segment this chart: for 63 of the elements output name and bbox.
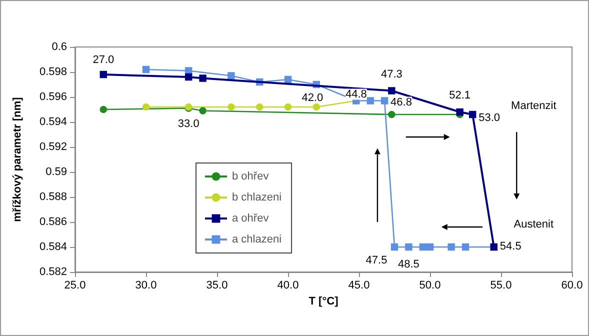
y-tick-label: 0.586 xyxy=(39,216,67,228)
y-tick-label: 0.6 xyxy=(52,41,67,53)
point xyxy=(284,76,292,84)
y-tick-label: 0.582 xyxy=(39,266,67,278)
point xyxy=(199,107,206,114)
annotation: 44.8 xyxy=(345,88,367,100)
y-tick-label: 0.592 xyxy=(39,141,67,153)
point xyxy=(426,243,434,251)
point xyxy=(228,72,235,80)
y-axis-title: mřížkový parametr [nm] xyxy=(12,96,24,222)
point xyxy=(100,106,107,114)
annotation: Austenit xyxy=(514,218,554,230)
y-tick-label: 0.594 xyxy=(39,116,67,128)
annotation: 47.5 xyxy=(366,254,388,266)
x-tick-label: 25.0 xyxy=(64,280,86,292)
point xyxy=(419,243,426,251)
annotation: 53.0 xyxy=(478,112,500,124)
legend-label: b chlazeni xyxy=(232,192,282,204)
x-tick-label: 45.0 xyxy=(348,280,370,292)
y-tick-label: 0.596 xyxy=(39,91,67,103)
point xyxy=(366,97,374,104)
legend-label: a ohřev xyxy=(232,212,270,224)
point xyxy=(390,243,398,251)
point xyxy=(380,97,388,104)
x-tick-label: 40.0 xyxy=(277,280,299,292)
point xyxy=(469,110,476,118)
annotation: 54.5 xyxy=(500,240,522,252)
point xyxy=(405,243,412,251)
x-tick-label: 35.0 xyxy=(206,280,228,292)
annotation: 47.3 xyxy=(380,68,402,80)
x-tick-label: 60.0 xyxy=(561,280,583,292)
point xyxy=(199,74,206,82)
annotation: 52.1 xyxy=(449,90,471,102)
x-tick-label: 30.0 xyxy=(135,280,157,292)
point xyxy=(312,103,320,111)
y-tick-label: 0.588 xyxy=(39,191,67,203)
point xyxy=(185,73,192,81)
annotation: 33.0 xyxy=(178,118,200,130)
point xyxy=(100,70,107,78)
x-axis-title: T [°C] xyxy=(308,296,339,308)
point xyxy=(142,66,150,74)
x-tick-label: 50.0 xyxy=(419,280,441,292)
legend-label: a chlazeni xyxy=(232,234,282,246)
point xyxy=(456,108,464,116)
annotation: Martenzit xyxy=(511,100,556,112)
point xyxy=(388,110,396,118)
point xyxy=(142,103,150,111)
annotation: 27.0 xyxy=(92,54,114,66)
y-tick-label: 0.598 xyxy=(39,66,67,78)
point xyxy=(284,103,292,111)
point xyxy=(185,67,192,74)
y-tick-label: 0.584 xyxy=(39,241,67,253)
x-tick-label: 55.0 xyxy=(490,280,512,292)
point xyxy=(462,243,470,251)
point xyxy=(388,87,396,94)
y-tick-label: 0.59 xyxy=(46,166,67,178)
point xyxy=(228,103,235,111)
point xyxy=(448,243,455,251)
annotation: 42.0 xyxy=(302,92,324,104)
legend-label: b ohřev xyxy=(232,170,270,182)
annotation: 46.8 xyxy=(390,96,412,108)
point xyxy=(256,103,264,111)
annotation: 48.5 xyxy=(398,258,420,270)
